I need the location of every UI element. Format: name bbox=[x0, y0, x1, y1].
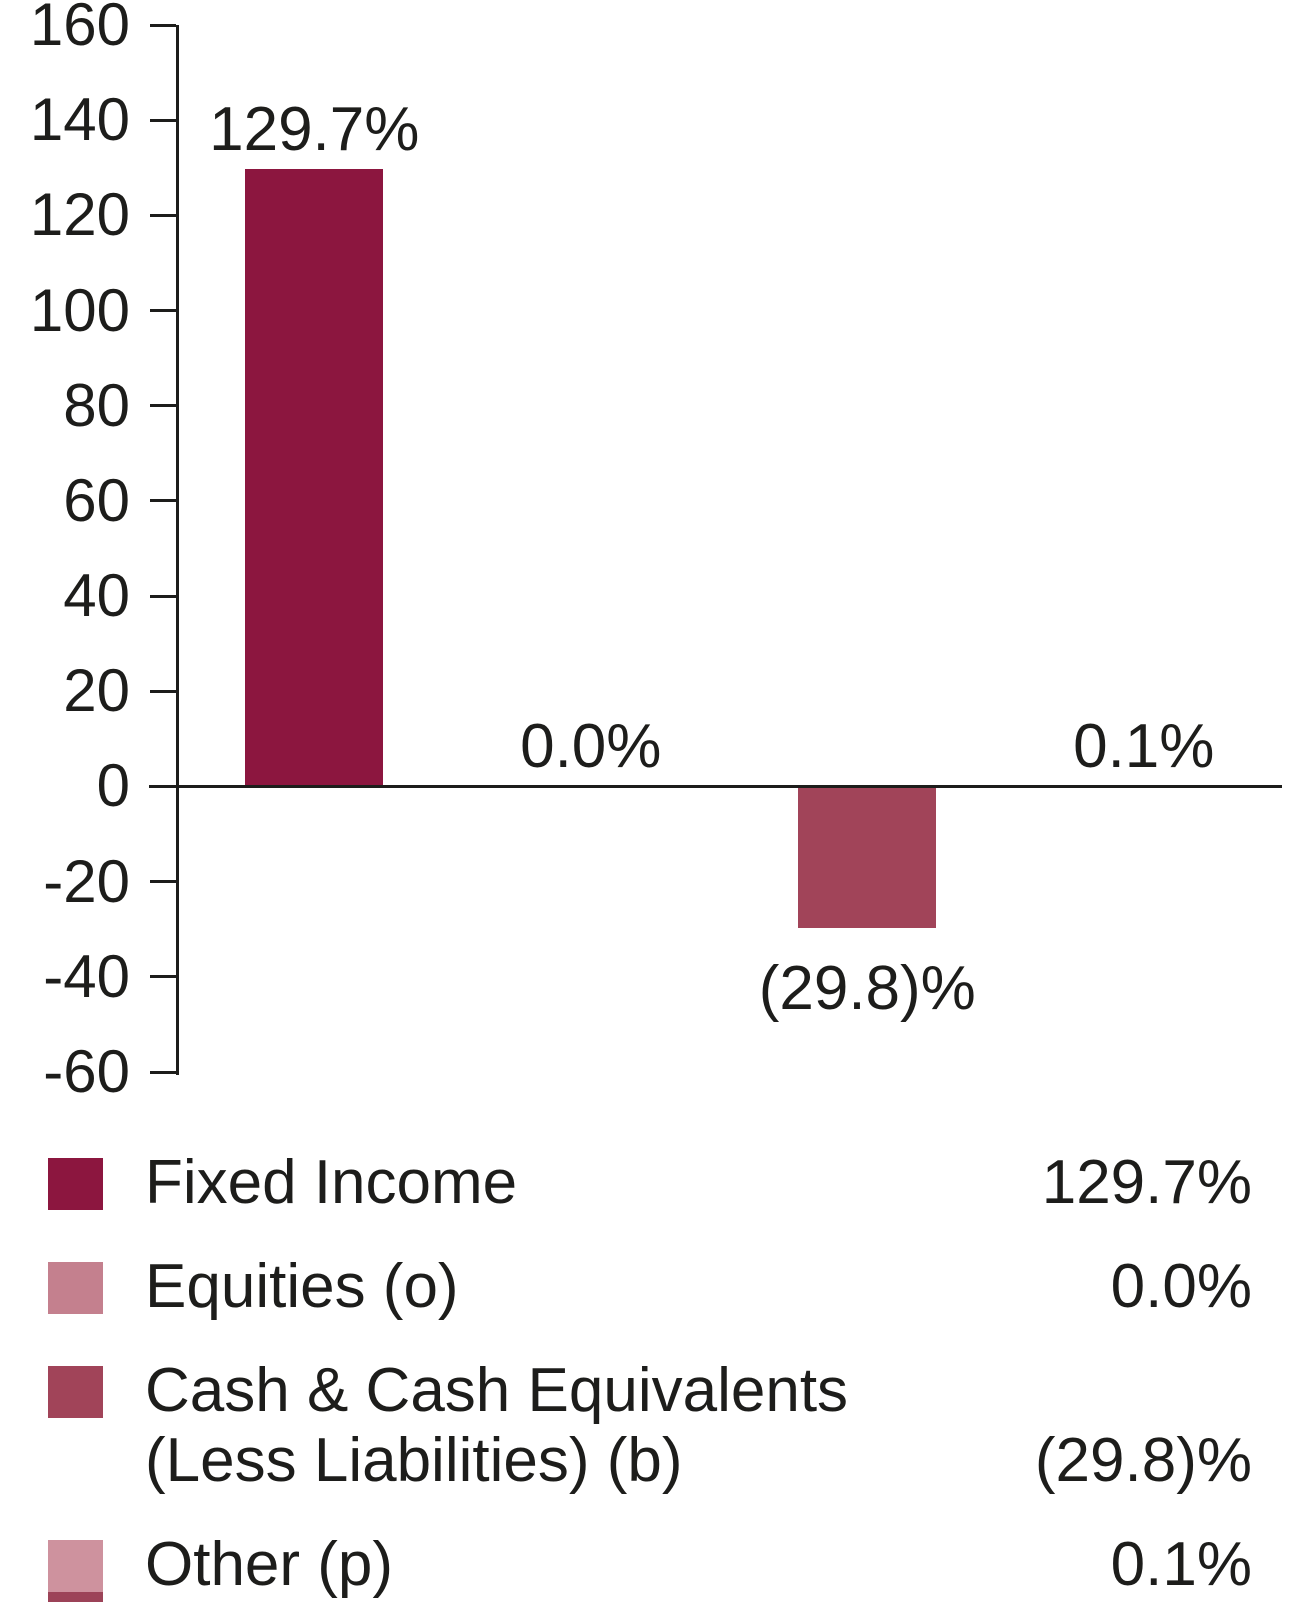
y-axis-tick bbox=[150, 1070, 176, 1074]
legend-label: Equities (o) bbox=[145, 1252, 1111, 1322]
legend-value: 0.1% bbox=[1110, 1530, 1252, 1599]
legend-value: (29.8)% bbox=[1034, 1426, 1252, 1495]
y-axis-tick-label: 80 bbox=[63, 371, 130, 439]
legend-label: Fixed Income bbox=[145, 1148, 1042, 1218]
legend-label-line: Cash & Cash Equivalents bbox=[145, 1356, 849, 1425]
legend-swatch bbox=[48, 1366, 103, 1418]
y-axis-tick bbox=[150, 118, 176, 122]
legend-row: Equities (o) 0.0% bbox=[48, 1252, 1252, 1322]
legend-row: Other (p) 0.1% bbox=[48, 1530, 1252, 1600]
y-axis-tick-label: 40 bbox=[63, 562, 130, 630]
y-axis-tick-label: 0 bbox=[96, 752, 130, 820]
legend-swatch-partial bbox=[48, 1592, 103, 1602]
bar-value-label: 0.1% bbox=[1073, 711, 1215, 781]
legend-value: 129.7% bbox=[1041, 1148, 1252, 1217]
y-axis-tick bbox=[150, 23, 176, 27]
legend-swatch bbox=[48, 1540, 103, 1592]
y-axis-tick-label: -20 bbox=[43, 847, 130, 915]
y-axis-tick bbox=[150, 404, 176, 408]
y-axis-tick-label: 160 bbox=[29, 0, 130, 58]
legend-row: Cash & Cash Equivalents (Less Liabilities… bbox=[48, 1356, 1252, 1496]
legend: Fixed Income 129.7% Equities (o) 0.0% Cash &… bbox=[48, 1148, 1252, 1600]
bar-cash-cash-equivalents-less-liabilities-b bbox=[798, 786, 937, 929]
y-axis-tick bbox=[150, 880, 176, 884]
y-axis-tick bbox=[150, 499, 176, 503]
y-axis-tick-label: 120 bbox=[29, 181, 130, 249]
legend-label-line: Fixed Income bbox=[145, 1148, 518, 1217]
bar-fixed-income bbox=[245, 169, 384, 787]
y-axis-tick bbox=[150, 689, 176, 693]
legend-label: Cash & Cash Equivalents (Less Liabilities… bbox=[145, 1356, 1035, 1496]
y-axis-line bbox=[176, 25, 179, 1075]
y-axis-tick-label: -40 bbox=[43, 942, 130, 1010]
legend-value: 0.0% bbox=[1110, 1252, 1252, 1321]
legend-swatch bbox=[48, 1158, 103, 1210]
legend-label-line: (Less Liabilities) (b) bbox=[145, 1426, 683, 1495]
legend-label: Other (p) bbox=[145, 1530, 1111, 1600]
y-axis-tick bbox=[150, 213, 176, 217]
zero-baseline bbox=[149, 784, 1282, 788]
y-axis-tick-label: 20 bbox=[63, 657, 130, 725]
y-axis-tick bbox=[150, 309, 176, 313]
y-axis-tick-label: 100 bbox=[29, 276, 130, 344]
y-axis-tick-label: -60 bbox=[43, 1038, 130, 1105]
y-axis-tick bbox=[150, 975, 176, 979]
y-axis-tick bbox=[150, 594, 176, 598]
legend-row: Fixed Income 129.7% bbox=[48, 1148, 1252, 1218]
y-axis-tick-label: 60 bbox=[63, 466, 130, 534]
legend-label-line: Other (p) bbox=[145, 1530, 394, 1599]
bar-value-label: 0.0% bbox=[520, 712, 662, 782]
legend-label-line: Equities (o) bbox=[145, 1252, 459, 1321]
bar-value-label: 129.7% bbox=[209, 95, 420, 165]
legend-swatch bbox=[48, 1262, 103, 1314]
y-axis-tick-label: 140 bbox=[29, 86, 130, 154]
bar-chart: 160 140 120 100 80 60 40 20 0 -20 -40 -60 129.7% 0.0%… bbox=[29, 0, 1282, 1105]
bar-value-label: (29.8)% bbox=[758, 954, 976, 1024]
